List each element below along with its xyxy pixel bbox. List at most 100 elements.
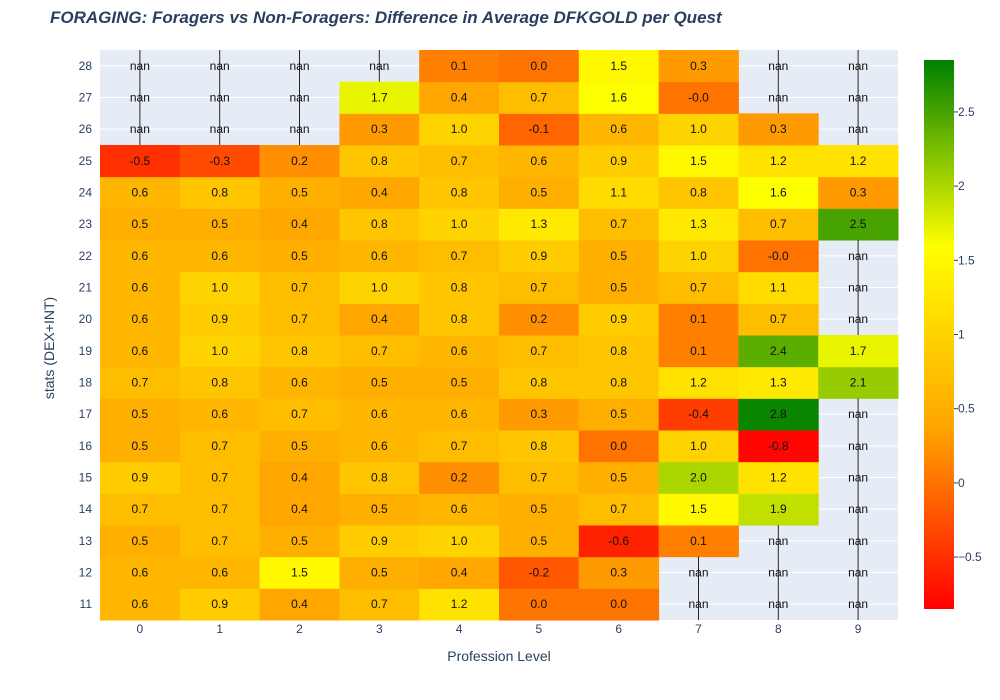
heatmap-cell	[179, 556, 261, 589]
cell-value-label: 0.6	[132, 281, 149, 295]
cell-value-label: nan	[768, 91, 788, 105]
cell-value-label: 0.5	[132, 534, 149, 548]
heatmap-cell	[259, 461, 340, 494]
cell-value-label: 0.7	[132, 376, 149, 390]
cell-value-label: 0.8	[211, 186, 228, 200]
heatmap-cell	[179, 208, 261, 241]
cell-value-label: 1.0	[690, 439, 707, 453]
heatmap-cell	[658, 366, 739, 399]
heatmap-cell	[339, 81, 420, 114]
cell-value-label: 0.6	[211, 566, 228, 580]
heatmap-cell	[179, 303, 261, 336]
heatmap-cell	[100, 461, 181, 494]
heatmap-cell	[578, 461, 660, 494]
cell-value-label: nan	[768, 566, 788, 580]
heatmap-cell	[259, 430, 340, 463]
cell-value-label: 0.5	[531, 186, 548, 200]
y-tick-label: 27	[79, 91, 93, 105]
heatmap-cell	[499, 176, 580, 209]
heatmap-cell	[339, 240, 420, 273]
heatmap-cell	[658, 50, 739, 83]
heatmap-cell	[578, 240, 660, 273]
heatmap-cell	[738, 113, 819, 146]
cell-value-label: nan	[289, 59, 309, 73]
heatmap-cell	[100, 430, 181, 463]
cell-value-label: 0.4	[371, 186, 388, 200]
heatmap-cell	[658, 493, 739, 526]
heatmap-cell	[179, 525, 261, 558]
cell-value-label: 1.6	[770, 186, 787, 200]
cell-value-label: 0.1	[690, 344, 707, 358]
cell-value-label: 0.8	[610, 344, 627, 358]
cell-value-label: 0.5	[291, 186, 308, 200]
y-tick-label: 18	[79, 376, 93, 390]
heatmap-cell	[339, 493, 420, 526]
heatmap-cell	[499, 303, 580, 336]
y-tick-label: 12	[79, 566, 93, 580]
heatmap-cell	[738, 240, 819, 273]
cell-value-label: 0.2	[531, 312, 548, 326]
heatmap-cell	[339, 271, 420, 304]
heatmap-cell	[658, 145, 739, 178]
cell-value-label: 0.8	[610, 376, 627, 390]
y-tick-label: 28	[79, 59, 93, 73]
cell-value-label: 0.8	[371, 217, 388, 231]
heatmap-cell	[578, 588, 660, 621]
cell-value-label: 1.3	[531, 217, 548, 231]
y-tick-label: 11	[80, 597, 93, 611]
heatmap-cell	[339, 461, 420, 494]
heatmap-cell	[419, 430, 500, 463]
cell-value-label: 1.5	[690, 154, 707, 168]
cell-value-label: 0.5	[371, 566, 388, 580]
cell-value-label: 0.5	[610, 471, 627, 485]
cell-value-label: nan	[369, 59, 389, 73]
heatmap-cell	[578, 398, 660, 431]
cell-value-label: -0.0	[688, 91, 709, 105]
cell-value-label: 0.9	[610, 154, 627, 168]
heatmap-cell	[259, 208, 340, 241]
heatmap-cell	[578, 176, 660, 209]
heatmap-cell	[499, 113, 580, 146]
cell-value-label: 0.6	[132, 312, 149, 326]
cell-value-label: nan	[848, 312, 868, 326]
heatmap-cell	[100, 240, 181, 273]
cell-value-label: 0.8	[531, 376, 548, 390]
cell-value-label: 2.4	[770, 344, 787, 358]
cell-value-label: 0.9	[211, 597, 228, 611]
x-tick-label: 1	[216, 622, 223, 636]
heatmap-cell	[499, 525, 580, 558]
cell-value-label: 0.5	[371, 502, 388, 516]
cell-value-label: 0.7	[291, 407, 308, 421]
heatmap-cell	[419, 113, 500, 146]
heatmap-cell	[738, 366, 819, 399]
heatmap-cell	[738, 271, 819, 304]
heatmap-cell	[179, 240, 261, 273]
cell-value-label: 0.5	[531, 502, 548, 516]
y-tick-label: 26	[79, 122, 93, 136]
cell-value-label: 1.6	[610, 91, 627, 105]
cell-value-label: -0.1	[529, 122, 550, 136]
cell-value-label: 0.5	[371, 376, 388, 390]
heatmap-cell	[419, 208, 500, 241]
x-tick-label: 6	[615, 622, 622, 636]
cell-value-label: 1.0	[371, 281, 388, 295]
cell-value-label: 1.1	[610, 186, 627, 200]
heatmap-cell	[818, 145, 899, 178]
heatmap-cell	[499, 398, 580, 431]
cell-value-label: 0.7	[371, 597, 388, 611]
cell-value-label: 0.7	[770, 217, 787, 231]
chart-title: FORAGING: Foragers vs Non-Foragers: Diff…	[50, 8, 722, 27]
cell-value-label: 0.6	[531, 154, 548, 168]
heatmap-cell	[179, 588, 261, 621]
heatmap-cell	[578, 50, 660, 83]
cell-value-label: 1.2	[850, 154, 867, 168]
cell-value-label: 0.3	[850, 186, 867, 200]
heatmap-cell	[578, 145, 660, 178]
cell-value-label: 0.0	[610, 439, 627, 453]
heatmap-cell	[419, 240, 500, 273]
heatmap-cell	[419, 81, 500, 114]
cell-value-label: 0.7	[291, 312, 308, 326]
heatmap-cell	[499, 588, 580, 621]
cell-value-label: -0.5	[130, 154, 151, 168]
